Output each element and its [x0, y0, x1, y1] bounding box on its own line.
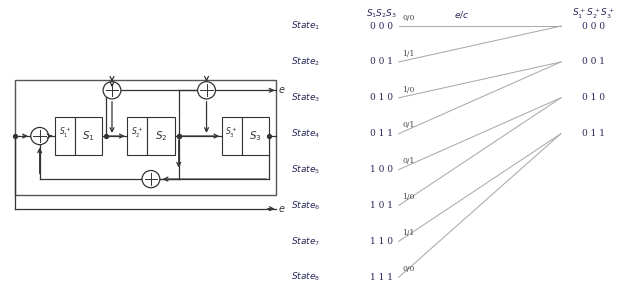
FancyBboxPatch shape	[75, 117, 102, 155]
Text: 0 1 1: 0 1 1	[582, 129, 605, 138]
Text: 0/1: 0/1	[402, 121, 415, 129]
Text: 1 1 1: 1 1 1	[370, 273, 393, 282]
Text: $S_1^+$: $S_1^+$	[59, 126, 71, 140]
Text: $S_1^+S_2^+S_3^+$: $S_1^+S_2^+S_3^+$	[572, 7, 615, 21]
Text: 0 0 1: 0 0 1	[582, 57, 605, 66]
Text: $State_4$: $State_4$	[291, 127, 320, 140]
Text: 1/1: 1/1	[402, 229, 415, 237]
Text: 1 0 0: 1 0 0	[370, 165, 393, 174]
Text: $State_3$: $State_3$	[291, 91, 320, 104]
Text: 1 0 1: 1 0 1	[370, 201, 393, 210]
Text: $S_2^+$: $S_2^+$	[131, 126, 143, 140]
Text: 0 1 0: 0 1 0	[582, 93, 605, 102]
Text: 0/1: 0/1	[402, 157, 415, 165]
Text: $State_5$: $State_5$	[291, 163, 320, 176]
Text: 0 1 1: 0 1 1	[370, 129, 393, 138]
Text: $S_2$: $S_2$	[155, 129, 167, 143]
Text: $State_6$: $State_6$	[291, 199, 320, 212]
FancyBboxPatch shape	[241, 117, 269, 155]
Text: $State_7$: $State_7$	[291, 235, 320, 248]
Text: 0 1 0: 0 1 0	[370, 93, 393, 102]
Text: 1/0: 1/0	[402, 86, 415, 94]
Text: 0/0: 0/0	[402, 265, 415, 273]
Text: 1/0: 1/0	[402, 193, 415, 201]
Text: 0/0: 0/0	[402, 14, 415, 22]
FancyBboxPatch shape	[222, 117, 241, 155]
FancyBboxPatch shape	[147, 117, 174, 155]
Text: 1 1 0: 1 1 0	[370, 237, 393, 246]
Circle shape	[103, 82, 121, 99]
Text: $S_3$: $S_3$	[249, 129, 262, 143]
Text: $S_1$: $S_1$	[82, 129, 95, 143]
Circle shape	[31, 127, 49, 145]
Text: 1/1: 1/1	[402, 50, 415, 58]
Text: 0 0 0: 0 0 0	[370, 22, 393, 30]
FancyBboxPatch shape	[15, 80, 276, 195]
Text: $S_3^+$: $S_3^+$	[226, 126, 238, 140]
Text: $e/c$: $e/c$	[454, 8, 470, 19]
Text: $e$: $e$	[278, 85, 286, 95]
Text: $State_2$: $State_2$	[291, 56, 320, 68]
FancyBboxPatch shape	[55, 117, 75, 155]
Circle shape	[198, 82, 216, 99]
Text: $State_8$: $State_8$	[291, 271, 320, 283]
Text: 0 0 1: 0 0 1	[370, 57, 393, 66]
Text: 0 0 0: 0 0 0	[582, 22, 605, 30]
Text: $e$: $e$	[278, 204, 286, 214]
FancyBboxPatch shape	[127, 117, 147, 155]
Text: $S_1S_2S_3$: $S_1S_2S_3$	[366, 8, 398, 20]
Circle shape	[142, 170, 160, 188]
Text: $State_1$: $State_1$	[291, 20, 320, 32]
